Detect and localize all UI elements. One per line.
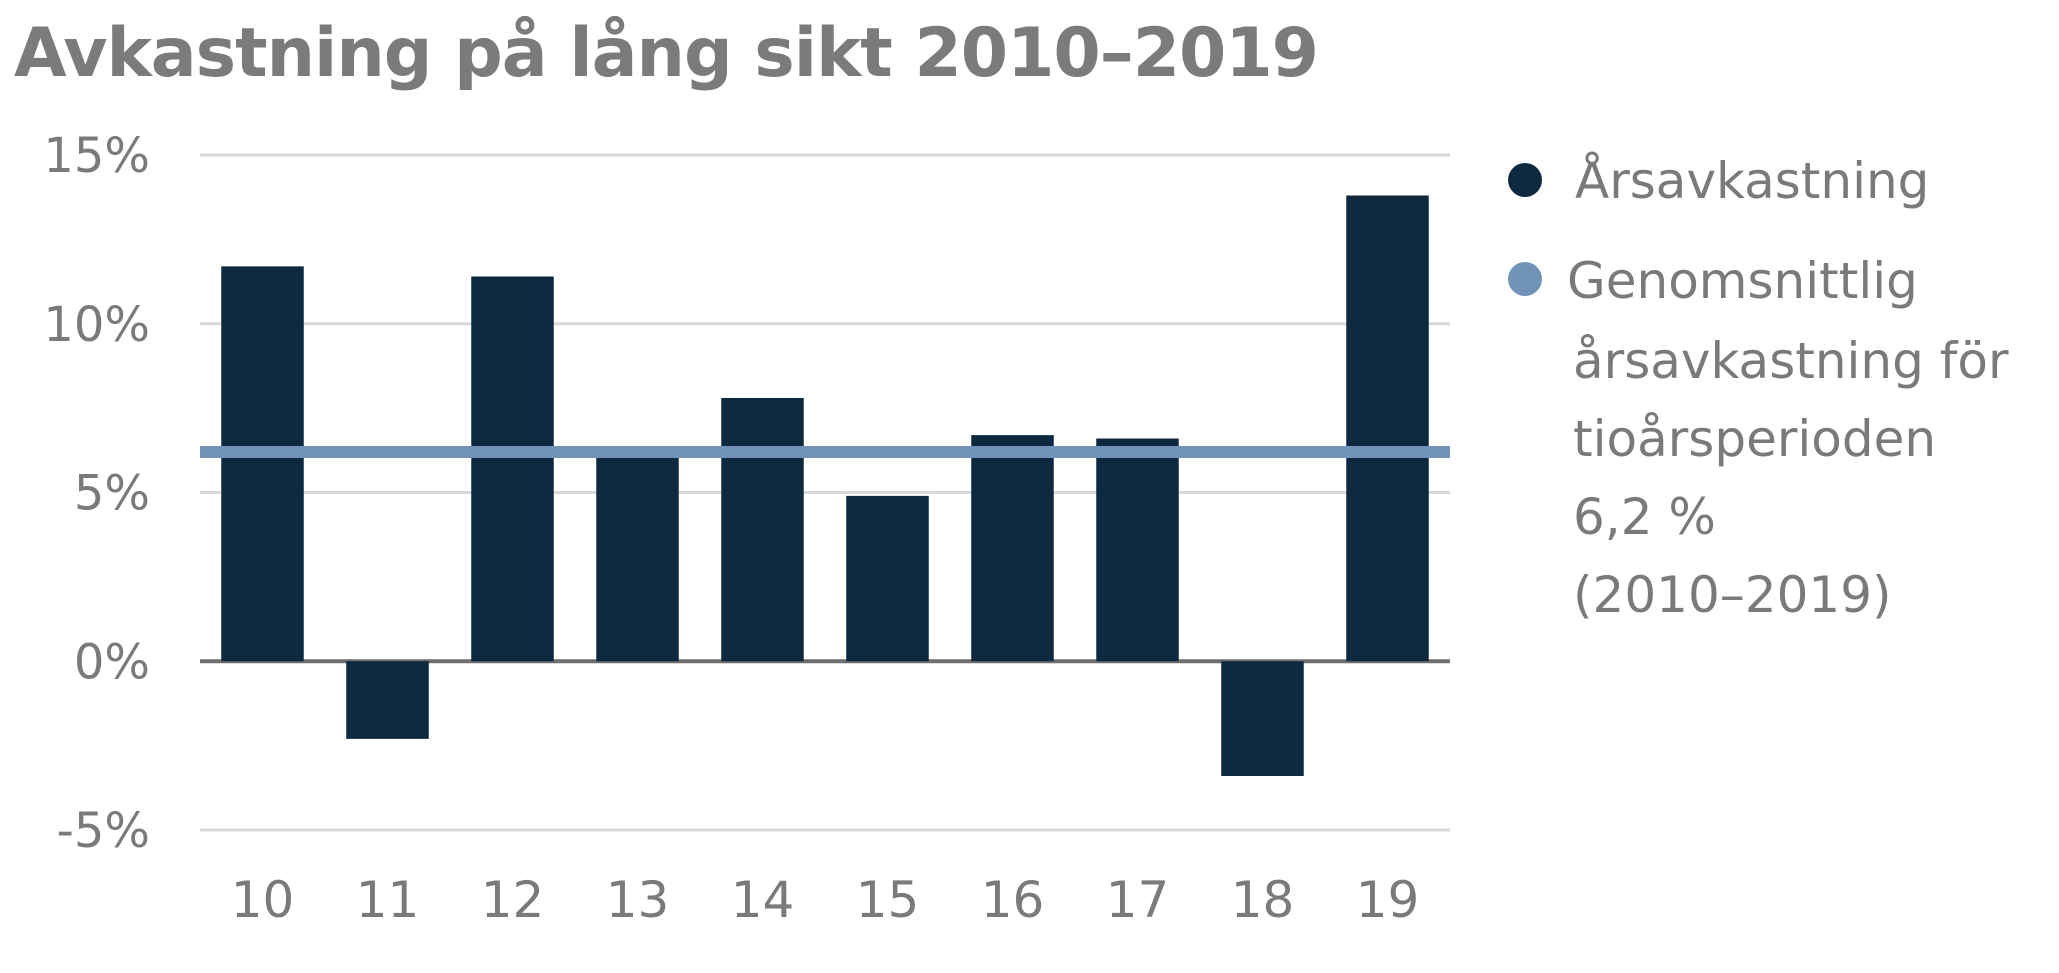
legend-label-average-line: (2010–2019) xyxy=(1573,566,1892,624)
bar xyxy=(1096,438,1179,662)
y-tick-label: 5% xyxy=(74,466,150,522)
legend-label-average-line: årsavkastning för xyxy=(1573,332,2009,390)
x-tick-label: 18 xyxy=(1231,871,1295,929)
y-tick-label: 10% xyxy=(43,297,150,353)
legend: Årsavkastning Genomsnittlig årsavkastning … xyxy=(1508,152,2009,624)
bar xyxy=(846,495,929,662)
legend-marker-average xyxy=(1508,262,1542,296)
bars xyxy=(221,195,1429,776)
y-tick-label: -5% xyxy=(57,803,150,859)
chart-title: Avkastning på lång sikt 2010–2019 xyxy=(14,14,1319,93)
y-tick-label: 0% xyxy=(74,634,150,690)
y-axis-tick-labels: 15% 10% 5% 0% -5% xyxy=(43,128,150,859)
x-tick-label: 16 xyxy=(981,871,1045,929)
y-tick-label: 15% xyxy=(43,128,150,184)
legend-label-average-line: 6,2 % xyxy=(1573,488,1716,546)
bar xyxy=(596,455,679,662)
x-tick-label: 19 xyxy=(1356,871,1420,929)
x-tick-label: 11 xyxy=(356,871,420,929)
bar xyxy=(1221,661,1304,776)
bar xyxy=(971,435,1054,662)
x-tick-label: 14 xyxy=(731,871,795,929)
bar xyxy=(1346,195,1429,662)
x-tick-label: 12 xyxy=(481,871,545,929)
x-tick-label: 17 xyxy=(1106,871,1170,929)
legend-label-arsavkastning: Årsavkastning xyxy=(1575,152,1929,210)
bar xyxy=(221,266,304,662)
bar xyxy=(471,276,554,662)
legend-label-average-line: tioårsperioden xyxy=(1573,410,1936,468)
x-tick-label: 13 xyxy=(606,871,670,929)
x-axis-tick-labels: 10 11 12 13 14 15 16 17 18 19 xyxy=(231,871,1420,929)
x-tick-label: 15 xyxy=(856,871,920,929)
legend-marker-arsavkastning xyxy=(1508,163,1542,197)
bar xyxy=(721,398,804,662)
legend-label-average-line: Genomsnittlig xyxy=(1567,252,1918,310)
x-tick-label: 10 xyxy=(231,871,295,929)
bar xyxy=(346,661,429,739)
